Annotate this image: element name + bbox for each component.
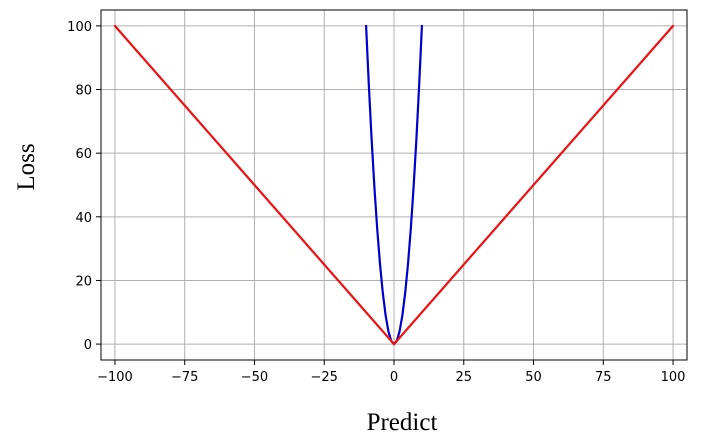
grid <box>101 10 687 360</box>
x-axis-title: Predict <box>367 409 438 436</box>
x-tick-label: 50 <box>525 370 542 385</box>
x-tick-label: 25 <box>455 370 472 385</box>
series-layer <box>113 24 675 346</box>
x-tick-label: −100 <box>97 370 133 385</box>
y-tick-label: 100 <box>67 20 92 35</box>
y-tick-label: 60 <box>75 147 92 162</box>
y-tick-label: 0 <box>84 338 92 353</box>
x-tick-label: 0 <box>390 370 398 385</box>
x-tick-label: 75 <box>595 370 612 385</box>
x-tick-label: −50 <box>241 370 268 385</box>
x-tick-label: 100 <box>661 370 686 385</box>
x-tick-label: −25 <box>311 370 338 385</box>
y-tick-label: 40 <box>75 211 92 226</box>
y-tick-label: 20 <box>75 274 92 289</box>
y-axis-title: Loss <box>13 143 40 190</box>
series-line-2 <box>113 24 675 346</box>
tick-layer: −100 −75 −50 −25 0 25 50 75 100 0 20 40 60 80 100 <box>67 20 685 385</box>
y-tick-label: 80 <box>75 84 92 99</box>
x-tick-label: −75 <box>171 370 198 385</box>
